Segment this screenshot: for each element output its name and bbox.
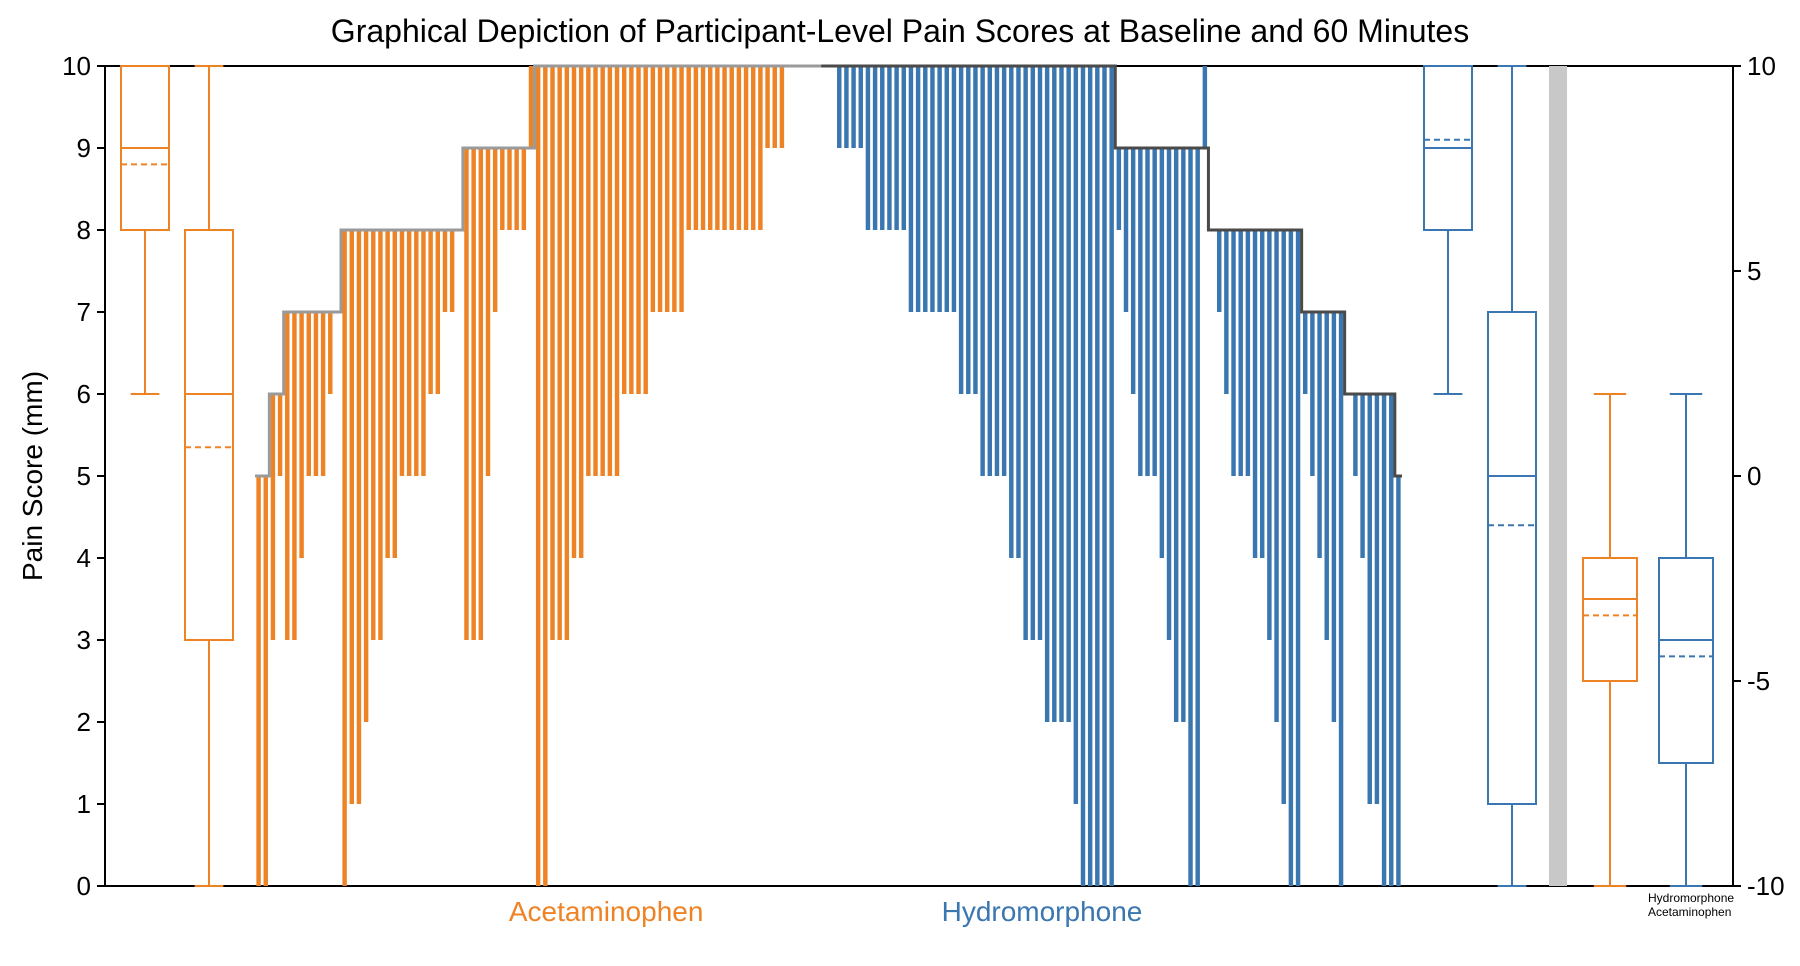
svg-text:2: 2 <box>77 707 91 737</box>
svg-text:4: 4 <box>77 543 91 573</box>
small-label-acetaminophen: Acetaminophen <box>1648 905 1731 919</box>
svg-text:6: 6 <box>77 379 91 409</box>
svg-text:5: 5 <box>1747 256 1761 286</box>
svg-text:10: 10 <box>1747 51 1776 81</box>
svg-text:0: 0 <box>77 871 91 901</box>
svg-text:-10: -10 <box>1747 871 1785 901</box>
svg-text:7: 7 <box>77 297 91 327</box>
y-left-axis-label: Pain Score (mm) <box>17 371 48 581</box>
svg-text:3: 3 <box>77 625 91 655</box>
svg-text:-5: -5 <box>1747 666 1770 696</box>
chart-title: Graphical Depiction of Participant-Level… <box>331 13 1469 49</box>
svg-text:5: 5 <box>77 461 91 491</box>
small-label-hydromorphone: Hydromorphone <box>1648 891 1734 905</box>
chart-background <box>0 0 1800 966</box>
svg-text:0: 0 <box>1747 461 1761 491</box>
svg-text:9: 9 <box>77 133 91 163</box>
svg-text:1: 1 <box>77 789 91 819</box>
svg-text:10: 10 <box>62 51 91 81</box>
svg-text:8: 8 <box>77 215 91 245</box>
group-label-acetaminophen: Acetaminophen <box>509 896 704 927</box>
pain-chart: Graphical Depiction of Participant-Level… <box>0 0 1800 966</box>
group-label-hydromorphone: Hydromorphone <box>942 896 1143 927</box>
panel-divider <box>1549 66 1567 886</box>
